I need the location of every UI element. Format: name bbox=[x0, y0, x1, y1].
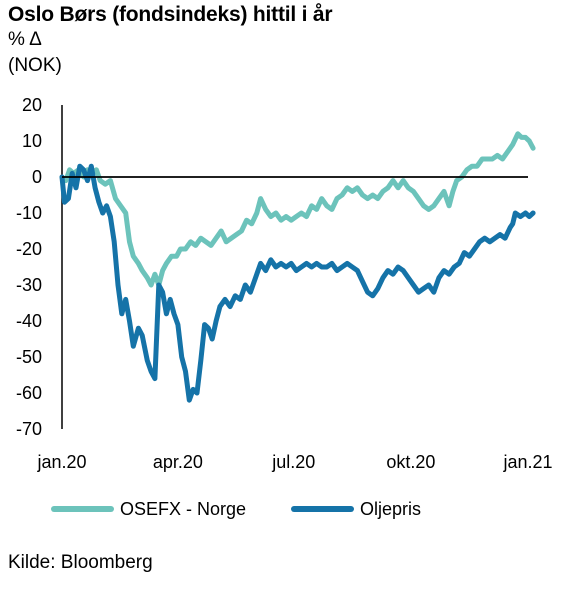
y-tick-label: -10 bbox=[16, 203, 42, 223]
axes: 20 10 0 -10 -20 -30 -40 -50 -60 -70 jan.20 apr.20 ju… bbox=[16, 95, 553, 472]
source-note: Kilde: Bloomberg bbox=[8, 552, 153, 573]
legend-label-osefx: OSEFX - Norge bbox=[120, 499, 246, 519]
x-tick-label: apr.20 bbox=[153, 452, 203, 472]
x-tick-label: jan.21 bbox=[502, 452, 552, 472]
series-lines bbox=[59, 131, 536, 403]
y-tick-label: -70 bbox=[16, 419, 42, 439]
x-tick-label: jan.20 bbox=[36, 452, 86, 472]
y-tick-label: 10 bbox=[22, 131, 42, 151]
y-tick-label: -20 bbox=[16, 239, 42, 259]
y-tick-label: -40 bbox=[16, 311, 42, 331]
y-tick-label: 0 bbox=[32, 167, 42, 187]
series-line-oljepris bbox=[59, 163, 536, 403]
legend: OSEFX - Norge Oljepris bbox=[51, 499, 421, 519]
y-tick-label: -60 bbox=[16, 383, 42, 403]
x-tick-label: okt.20 bbox=[386, 452, 435, 472]
chart-title: Oslo Børs (fondsindeks) hittil i år bbox=[8, 3, 333, 26]
legend-label-oljepris: Oljepris bbox=[360, 499, 421, 519]
y-tick-label: -30 bbox=[16, 275, 42, 295]
y-tick-label: 20 bbox=[22, 95, 42, 115]
series-line-osefx bbox=[59, 131, 536, 288]
y-currency-label: (NOK) bbox=[8, 55, 62, 76]
y-unit-label: % Δ bbox=[8, 29, 42, 50]
y-tick-label: -50 bbox=[16, 347, 42, 367]
x-tick-label: jul.20 bbox=[271, 452, 315, 472]
